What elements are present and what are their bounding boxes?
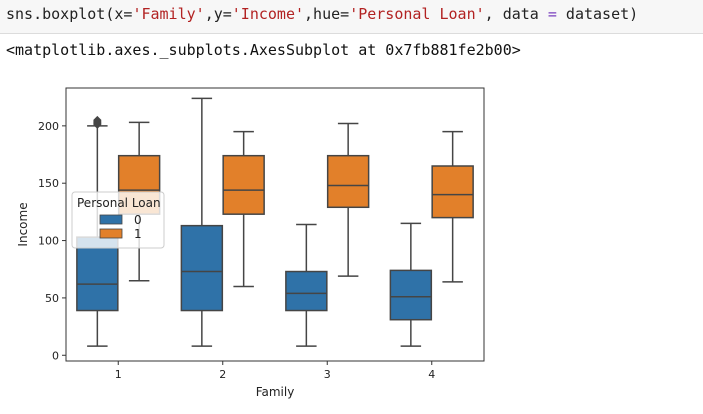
output-text: <matplotlib.axes._subplots.AxesSubplot a… <box>6 41 521 59</box>
box-iqr <box>326 154 370 209</box>
x-tick-label: 2 <box>219 368 226 381</box>
code-y-arg: 'Income' <box>231 5 305 23</box>
code-x-arg: 'Family' <box>132 5 205 23</box>
outlier-point <box>93 115 102 125</box>
plot-frame <box>65 87 485 362</box>
x-tick-label: 1 <box>115 368 122 381</box>
legend-label: 0 <box>134 213 142 227</box>
y-axis-label: Income <box>16 202 30 246</box>
box-iqr <box>389 269 433 321</box>
code-eq: = <box>547 5 557 23</box>
y-tick-label: 100 <box>38 235 59 248</box>
legend-swatch <box>99 214 123 225</box>
code-sep-1: ,y= <box>204 5 232 23</box>
code-fn: sns.boxplot(x= <box>6 5 133 23</box>
x-axis-label: Family <box>256 385 295 399</box>
code-sep-3: , data <box>484 5 548 23</box>
y-tick-label: 200 <box>38 120 59 133</box>
code-sep-2: ,hue= <box>304 5 350 23</box>
y-tick-label: 150 <box>38 177 59 190</box>
y-tick-label: 0 <box>52 349 59 362</box>
box-iqr <box>222 154 265 215</box>
x-tick-label: 3 <box>324 368 331 381</box>
code-line: sns.boxplot(x='Family',y='Income',hue='P… <box>6 5 638 23</box>
y-tick-label: 50 <box>45 292 59 305</box>
legend-label: 1 <box>134 227 142 241</box>
box-iqr <box>285 270 328 312</box>
code-cell[interactable]: sns.boxplot(x='Family',y='Income',hue='P… <box>0 0 703 34</box>
box-iqr <box>76 236 119 312</box>
legend-title: Personal Loan <box>77 196 161 210</box>
x-tick-label: 4 <box>428 368 435 381</box>
code-rest: dataset) <box>556 5 639 23</box>
legend-swatch <box>99 228 123 239</box>
box-iqr <box>431 165 474 219</box>
box-iqr <box>180 224 224 312</box>
code-hue-arg: 'Personal Loan' <box>349 5 485 23</box>
